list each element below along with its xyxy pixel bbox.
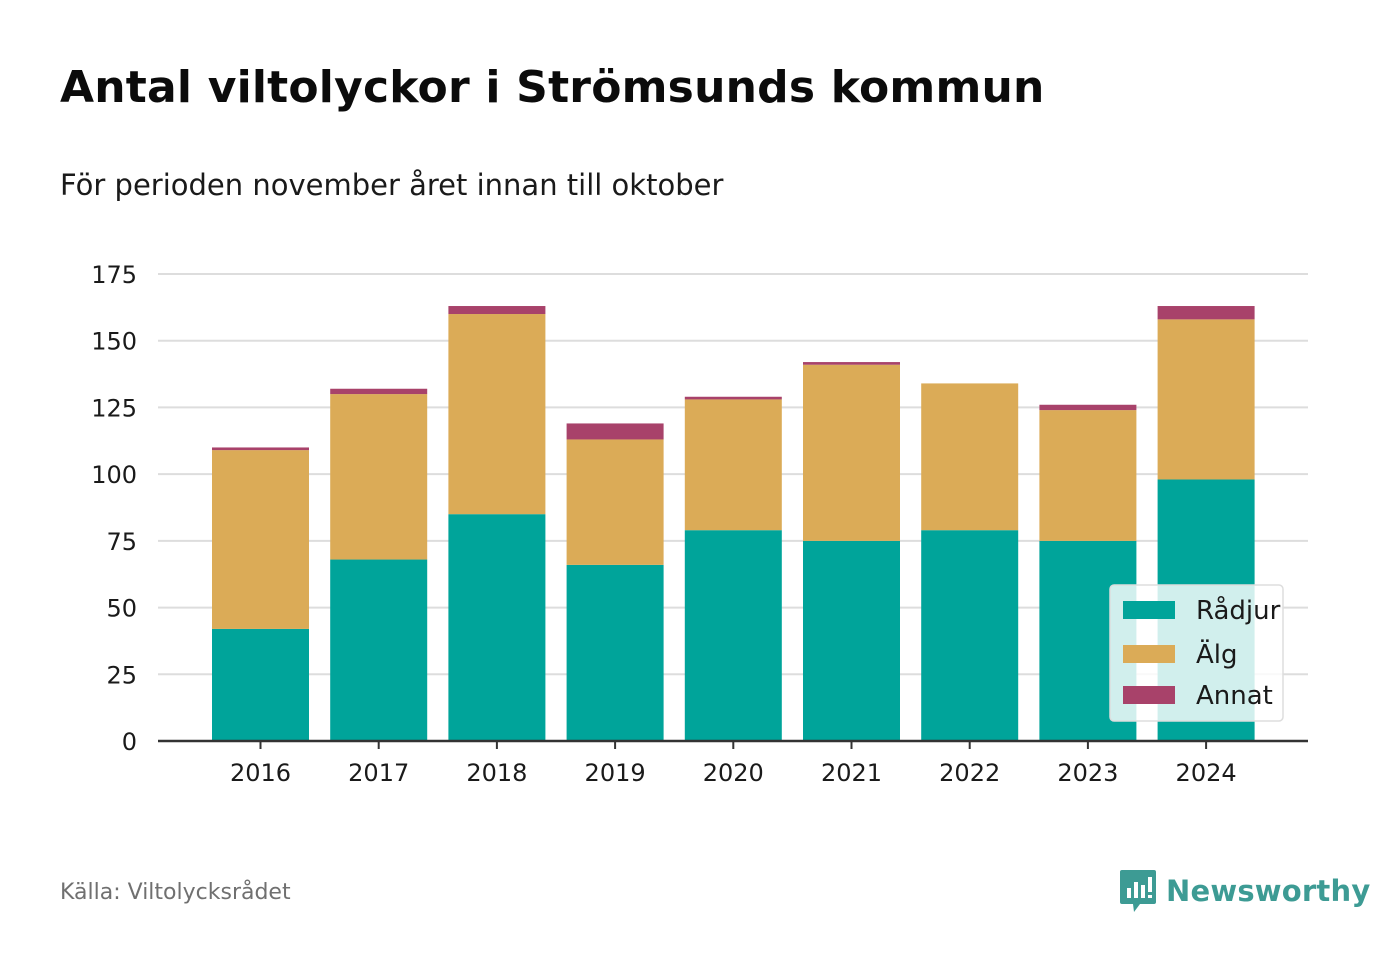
bar-annat-2020	[684, 396, 782, 400]
y-tick-label: 175	[91, 261, 137, 289]
y-tick-label: 150	[91, 328, 137, 356]
bar-älg-2022	[921, 383, 1019, 531]
x-tick-label: 2019	[585, 759, 646, 787]
bar-rådjur-2020	[684, 530, 782, 741]
source-note: Källa: Viltolycksrådet	[60, 880, 291, 905]
newsworthy-logo-icon	[1120, 870, 1156, 912]
legend: Rådjur Älg Annat	[1109, 584, 1284, 722]
x-tick-label: 2017	[348, 759, 409, 787]
x-tick-label: 2021	[821, 759, 882, 787]
legend-label: Annat	[1196, 681, 1273, 711]
x-tick-label: 2016	[230, 759, 291, 787]
bar-annat-2017	[330, 388, 428, 395]
bar-annat-2023	[1039, 404, 1137, 411]
bar-annat-2021	[803, 362, 900, 365]
x-tick-label: 2023	[1057, 759, 1118, 787]
bar-älg-2017	[330, 394, 428, 560]
bar-annat-2024	[1157, 306, 1255, 320]
bar-älg-2020	[684, 399, 782, 531]
bar-älg-2019	[566, 439, 664, 565]
bar-rådjur-2021	[803, 540, 900, 741]
y-tick-label: 125	[91, 394, 137, 422]
chart-title: Antal viltolyckor i Strömsunds kommun	[60, 62, 1045, 113]
bar-annat-2016	[212, 447, 309, 451]
bar-rådjur-2019	[566, 564, 664, 741]
legend-swatch-annat	[1123, 686, 1175, 704]
x-axis: 2016 2017 2018 2019 2020 2021 2022 2023 2024	[158, 739, 1308, 787]
bar-älg-2021	[803, 364, 900, 541]
legend-swatch-älg	[1123, 645, 1175, 663]
x-tick-label: 2024	[1176, 759, 1237, 787]
bar-annat-2019	[566, 423, 664, 440]
legend-label: Rådjur	[1196, 595, 1281, 626]
y-tick-label: 0	[122, 728, 137, 756]
newsworthy-logo: Newsworthy	[1118, 868, 1370, 914]
y-tick-label: 100	[91, 461, 137, 489]
bar-rådjur-2018	[448, 514, 546, 741]
bar-älg-2023	[1039, 410, 1137, 541]
bars	[212, 306, 1255, 741]
bar-rådjur-2017	[330, 559, 428, 741]
legend-swatch-rådjur	[1123, 601, 1175, 619]
x-tick-label: 2018	[466, 759, 527, 787]
legend-label: Älg	[1196, 638, 1238, 670]
y-tick-label: 50	[106, 595, 137, 623]
chart-subtitle: För perioden november året innan till ok…	[60, 168, 724, 202]
y-axis: 0 25 50 75 100 125 150 175	[91, 261, 137, 756]
bar-älg-2024	[1157, 319, 1255, 480]
brand-name: Newsworthy	[1166, 874, 1371, 908]
bar-rådjur-2022	[921, 530, 1019, 741]
y-tick-label: 75	[106, 528, 137, 556]
x-tick-label: 2022	[939, 759, 1000, 787]
bar-älg-2016	[212, 450, 309, 629]
bar-rådjur-2016	[212, 628, 309, 741]
bar-älg-2018	[448, 314, 546, 515]
y-tick-label: 25	[106, 661, 137, 689]
bar-annat-2018	[448, 306, 546, 315]
x-tick-label: 2020	[703, 759, 764, 787]
